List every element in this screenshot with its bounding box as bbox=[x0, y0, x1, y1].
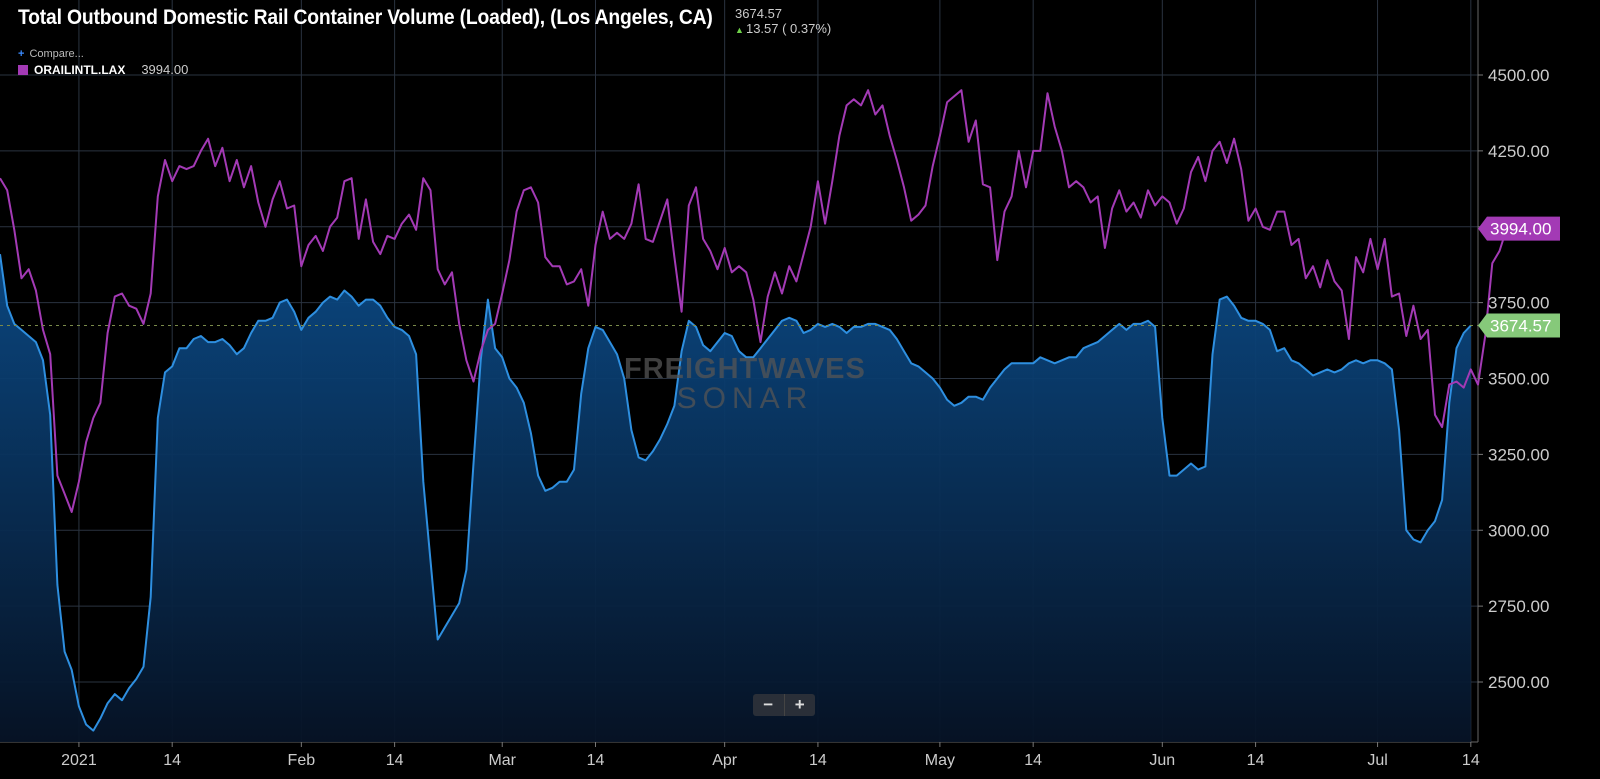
compare-label: Compare... bbox=[29, 48, 84, 60]
series-line-primary bbox=[0, 253, 1472, 732]
last-label-compare: 3994.00 bbox=[1478, 216, 1560, 241]
x-tick-label: Jun bbox=[1149, 752, 1175, 769]
compare-button[interactable]: + Compare... bbox=[18, 46, 188, 62]
y-tick-label: 4500.00 bbox=[1488, 66, 1549, 85]
legend-series-name: ORAILINTL.LAX bbox=[34, 63, 126, 77]
legend-series[interactable]: ORAILINTL.LAX 3994.00 bbox=[18, 62, 188, 78]
series-lines bbox=[0, 89, 1508, 732]
change-value: ▲ 13.57 ( 0.37%) bbox=[735, 21, 831, 38]
y-tick-label: 3000.00 bbox=[1488, 521, 1549, 540]
x-tick-label: Mar bbox=[488, 752, 516, 769]
current-value: 3674.57 bbox=[735, 6, 783, 21]
y-tick-label: 3750.00 bbox=[1488, 294, 1549, 313]
x-tick-label: 14 bbox=[587, 752, 605, 769]
x-axis: 2021 14 Feb 14 Mar 14 Apr 14 May 14 Jun 14 Jul 14 bbox=[61, 742, 1480, 769]
x-tick-label: 14 bbox=[386, 752, 404, 769]
x-tick-label: 14 bbox=[163, 752, 181, 769]
last-label-primary: 3674.57 bbox=[1478, 313, 1560, 338]
y-axis: 2500.00 2750.00 3000.00 3250.00 3500.00 3750.… bbox=[1478, 66, 1549, 692]
y-tick-label: 3500.00 bbox=[1488, 370, 1549, 389]
x-tick-label: 2021 bbox=[61, 752, 97, 769]
y-tick-label: 2500.00 bbox=[1488, 673, 1549, 692]
last-label-compare-text: 3994.00 bbox=[1490, 220, 1551, 239]
plus-icon: + bbox=[18, 48, 25, 60]
zoom-in-button[interactable]: + bbox=[783, 694, 816, 716]
x-tick-label: Jul bbox=[1367, 752, 1387, 769]
legend-series-value: 3994.00 bbox=[141, 62, 189, 77]
chart-header: Total Outbound Domestic Rail Container V… bbox=[18, 6, 831, 38]
x-tick-label: Apr bbox=[712, 752, 738, 769]
series-area-primary bbox=[0, 254, 1471, 742]
y-tick-label: 4250.00 bbox=[1488, 142, 1549, 161]
x-tick-label: 14 bbox=[1462, 752, 1480, 769]
y-tick-label: 3250.00 bbox=[1488, 445, 1549, 464]
series-areas bbox=[0, 254, 1471, 742]
zoom-out-button[interactable]: − bbox=[763, 695, 774, 714]
zoom-controls: − + bbox=[753, 694, 815, 716]
last-value-labels: 3994.00 3674.57 bbox=[1478, 216, 1560, 338]
legend: + Compare... ORAILINTL.LAX 3994.00 bbox=[18, 46, 188, 78]
x-tick-label: 14 bbox=[1024, 752, 1042, 769]
chart-title: Total Outbound Domestic Rail Container V… bbox=[18, 6, 713, 29]
last-label-primary-text: 3674.57 bbox=[1490, 317, 1551, 336]
change-text: 13.57 ( 0.37%) bbox=[745, 21, 832, 36]
x-tick-label: May bbox=[925, 752, 955, 769]
x-tick-label: 14 bbox=[809, 752, 827, 769]
series-swatch-icon bbox=[18, 65, 28, 75]
up-arrow-icon: ▲ bbox=[735, 25, 744, 35]
quote-box: 3674.57 ▲ 13.57 ( 0.37%) bbox=[735, 6, 831, 38]
y-tick-label: 2750.00 bbox=[1488, 597, 1549, 616]
x-tick-label: 14 bbox=[1247, 752, 1265, 769]
series-line-compare bbox=[0, 89, 1508, 513]
last-label-primary-bg bbox=[1478, 313, 1560, 338]
x-tick-label: Feb bbox=[288, 752, 316, 769]
last-label-compare-bg bbox=[1478, 216, 1560, 241]
